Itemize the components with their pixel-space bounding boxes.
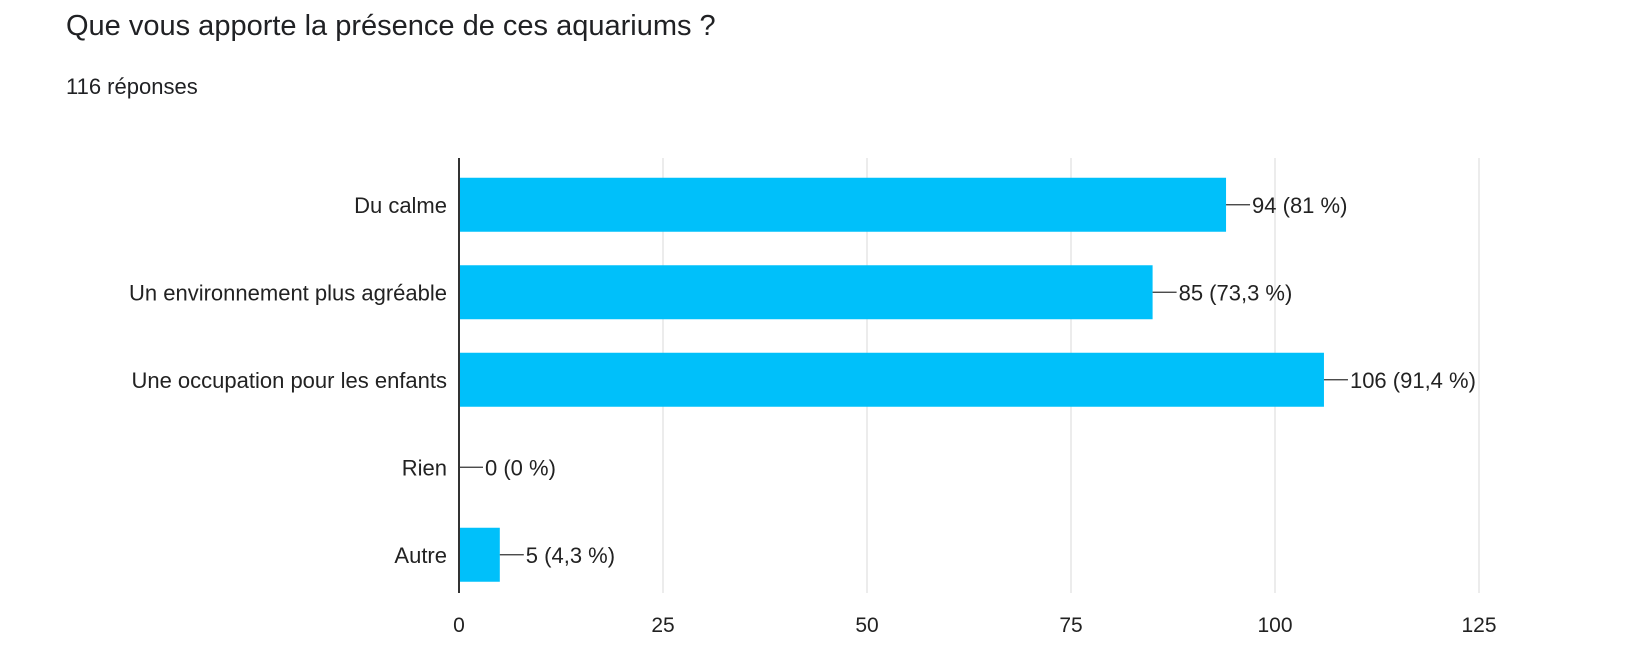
question-title: Que vous apporte la présence de ces aqua… [66,10,716,42]
x-tick-label: 125 [1461,614,1496,637]
category-label: Rien [402,455,447,480]
x-tick-label: 25 [651,614,674,637]
category-label: Autre [394,543,447,568]
response-count: 116 réponses [66,74,198,99]
data-label: 106 (91,4 %) [1350,368,1476,393]
data-label: 5 (4,3 %) [526,543,615,568]
bar-0 [459,177,1227,232]
x-tick-label: 50 [855,614,878,637]
bar-2 [459,352,1324,407]
category-label: Une occupation pour les enfants [131,368,447,393]
category-label: Du calme [354,193,447,218]
category-label: Un environnement plus agréable [129,280,447,305]
x-tick-label: 75 [1059,614,1082,637]
bar-1 [459,265,1153,320]
x-tick-label: 100 [1257,614,1292,637]
data-label: 0 (0 %) [485,455,556,480]
x-tick-label: 0 [453,614,465,637]
data-label: 85 (73,3 %) [1179,280,1293,305]
bar-4 [459,527,500,582]
data-label: 94 (81 %) [1252,193,1347,218]
